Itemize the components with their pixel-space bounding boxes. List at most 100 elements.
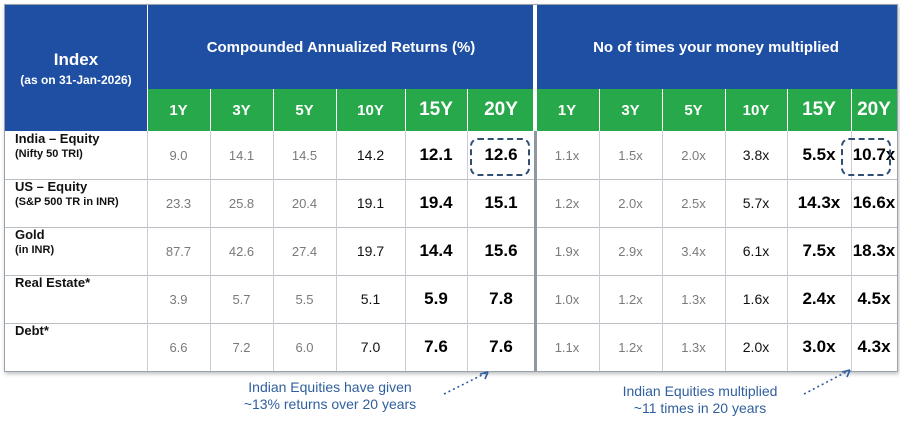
table-cell-returns-4: 14.4 xyxy=(405,227,467,275)
table-cell-returns-1: 25.8 xyxy=(210,179,273,227)
period-label: 5Y xyxy=(684,101,703,119)
table-cell-returns-1: 42.6 xyxy=(210,227,273,275)
period-label: 1Y xyxy=(557,101,577,119)
table-cell-returns-2: 20.4 xyxy=(273,179,336,227)
highlight-box-multiples xyxy=(841,138,891,176)
cell-value: 1.0x xyxy=(554,291,580,307)
table-cell-multiples-2: 1.3x xyxy=(662,275,725,323)
cell-value: 7.2 xyxy=(232,339,251,355)
period-gap xyxy=(599,89,600,131)
cell-value: 3.4x xyxy=(681,243,706,259)
cell-value: 3.0x xyxy=(802,337,836,356)
table-cell-multiples-3: 6.1x xyxy=(725,227,787,275)
cell-value: 19.7 xyxy=(356,243,385,259)
period-header-returns-1: 3Y xyxy=(210,89,273,131)
table-cell-multiples-0: 1.2x xyxy=(535,179,599,227)
col-divider xyxy=(787,131,788,371)
cell-value: 3.9 xyxy=(169,291,188,307)
period-label: 3Y xyxy=(621,101,640,119)
period-gap xyxy=(787,89,788,131)
cell-value: 1.3x xyxy=(681,291,706,307)
row-divider xyxy=(5,227,897,228)
row-divider xyxy=(5,179,897,180)
note-left-line-1: Indian Equities have given xyxy=(248,379,412,395)
table-cell-returns-3: 19.7 xyxy=(336,227,405,275)
cell-value: 14.1 xyxy=(228,147,255,163)
cell-value: 6.1x xyxy=(742,243,770,259)
period-header-multiples-0: 1Y xyxy=(535,89,599,131)
row-label-2: Gold (in INR) xyxy=(5,227,147,275)
table-cell-multiples-4: 7.5x xyxy=(787,227,851,275)
period-header-multiples-1: 3Y xyxy=(599,89,662,131)
cell-value: 7.5x xyxy=(802,241,836,260)
cell-value: 2.5x xyxy=(681,195,706,211)
cell-value: 15.6 xyxy=(484,241,518,260)
table-cell-multiples-5: 4.5x xyxy=(851,275,897,323)
cell-value: 1.2x xyxy=(618,339,643,355)
period-header-multiples-3: 10Y xyxy=(725,89,787,131)
arrow-left-icon xyxy=(443,371,489,395)
cell-value: 1.2x xyxy=(554,195,580,211)
row-label-4: Debt* xyxy=(5,323,147,371)
table-cell-returns-4: 7.6 xyxy=(405,323,467,371)
period-label: 10Y xyxy=(742,101,770,119)
cell-value: 15.1 xyxy=(484,193,518,212)
cell-value: 2.0x xyxy=(681,147,706,163)
table-cell-multiples-3: 5.7x xyxy=(725,179,787,227)
col-divider xyxy=(662,131,663,371)
col-divider xyxy=(336,131,337,371)
table-cell-multiples-4: 14.3x xyxy=(787,179,851,227)
table-cell-returns-1: 14.1 xyxy=(210,131,273,179)
period-gap xyxy=(405,89,406,131)
table-cell-returns-2: 27.4 xyxy=(273,227,336,275)
row-name: Real Estate* xyxy=(15,275,91,290)
table-cell-returns-2: 14.5 xyxy=(273,131,336,179)
cell-value: 5.9 xyxy=(424,289,448,308)
table-cell-returns-2: 5.5 xyxy=(273,275,336,323)
table-cell-multiples-4: 2.4x xyxy=(787,275,851,323)
cell-value: 4.5x xyxy=(857,289,891,308)
table-cell-returns-5: 15.6 xyxy=(467,227,535,275)
row-label-0: India – Equity (Nifty 50 TRI) xyxy=(5,131,147,179)
cell-value: 12.6 xyxy=(484,145,518,164)
cell-value: 6.0 xyxy=(295,339,314,355)
returns-table: Index (as on 31-Jan-2026) Compounded Annua… xyxy=(4,4,898,372)
table-cell-multiples-4: 5.5x xyxy=(787,131,851,179)
table-cell-multiples-0: 1.0x xyxy=(535,275,599,323)
cell-value: 4.3x xyxy=(857,337,891,356)
header-multiplied-group: No of times your money multiplied xyxy=(535,5,897,89)
cell-value: 1.2x xyxy=(618,291,643,307)
table-cell-multiples-0: 1.1x xyxy=(535,323,599,371)
row-name: Debt* xyxy=(15,323,49,338)
col-divider xyxy=(599,131,600,371)
table-cell-returns-4: 5.9 xyxy=(405,275,467,323)
row-name: India – Equity xyxy=(15,131,100,146)
cell-value: 87.7 xyxy=(165,243,192,259)
cell-value: 5.7 xyxy=(232,291,251,307)
row-divider xyxy=(5,323,897,324)
period-gap xyxy=(210,89,211,131)
index-title: Index xyxy=(53,49,99,69)
group-divider xyxy=(533,5,537,131)
table-cell-multiples-3: 3.8x xyxy=(725,131,787,179)
period-header-returns-3: 10Y xyxy=(336,89,405,131)
cell-value: 1.5x xyxy=(618,147,643,163)
cell-value: 6.6 xyxy=(169,339,188,355)
header-divider xyxy=(147,5,148,131)
table-cell-multiples-1: 1.2x xyxy=(599,275,662,323)
table-cell-multiples-3: 1.6x xyxy=(725,275,787,323)
cell-value: 20.4 xyxy=(291,195,318,211)
row-label-3: Real Estate* xyxy=(5,275,147,323)
returns-group-label: Compounded Annualized Returns (%) xyxy=(206,38,476,56)
period-gap xyxy=(273,89,274,131)
table-cell-returns-0: 23.3 xyxy=(147,179,210,227)
cell-value: 10.7x xyxy=(852,145,896,164)
table-cell-returns-2: 6.0 xyxy=(273,323,336,371)
period-gap xyxy=(662,89,663,131)
row-label-1: US – Equity (S&P 500 TR in INR) xyxy=(5,179,147,227)
table-cell-returns-0: 6.6 xyxy=(147,323,210,371)
cell-value: 25.8 xyxy=(228,195,255,211)
row-name: US – Equity xyxy=(15,179,88,194)
table-cell-multiples-2: 3.4x xyxy=(662,227,725,275)
table-cell-multiples-1: 2.9x xyxy=(599,227,662,275)
